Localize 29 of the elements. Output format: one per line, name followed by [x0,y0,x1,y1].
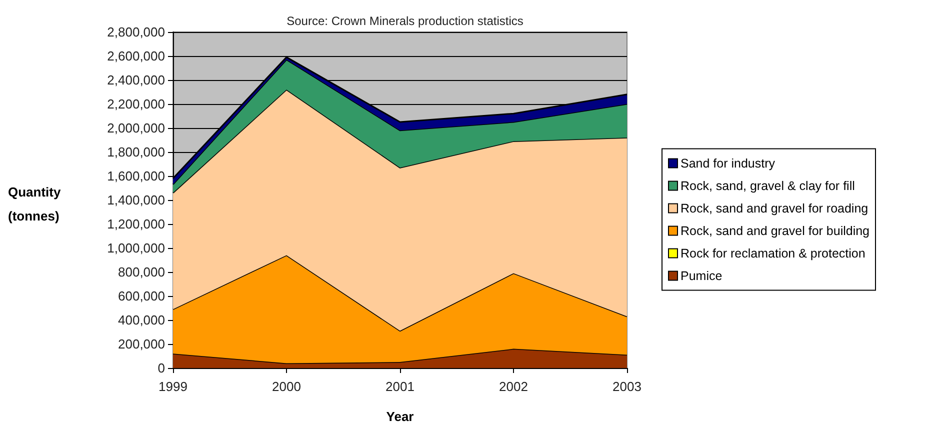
source-note: Source: Crown Minerals production statistics [286,14,524,28]
legend-label: Rock, sand and gravel for building [680,224,870,238]
y-axis-title: Quantity (tonnes) [8,184,64,224]
x-axis-title: Year [386,409,414,424]
x-tick-label: 2001 [386,379,414,394]
legend-label: Pumice [680,268,722,283]
legend-label: Sand for industry [680,156,776,170]
y-tick-label: 400,000 [118,312,165,328]
y-tick-label: 1,600,000 [107,168,165,184]
y-tick-label: 1,000,000 [107,240,165,256]
y-tick-label: 600,000 [118,288,165,304]
x-tick-label: 2003 [612,379,642,394]
y-tick-label: 2,200,000 [107,96,165,112]
y-tick-label: 2,800,000 [107,24,165,40]
y-tick-label: 2,600,000 [107,48,165,64]
x-tick-label: 1999 [158,379,188,394]
y-tick-label: 2,400,000 [107,72,165,88]
legend-label: Rock, sand, gravel & clay for fill [680,178,855,193]
legend-label: Rock, sand and gravel for roading [680,201,868,216]
y-tick-label: 1,800,000 [107,144,165,160]
legend-label: Rock for reclamation & protection [680,246,866,260]
y-tick-label: 1,400,000 [107,192,165,208]
x-tick-label: 2000 [272,379,301,394]
y-tick-label: 0 [158,360,165,376]
y-tick-label: 200,000 [118,336,165,352]
y-tick-label: 2,000,000 [107,120,165,136]
y-tick-label: 1,200,000 [107,216,165,232]
y-tick-label: 800,000 [118,264,165,280]
x-tick-label: 2002 [499,379,528,394]
